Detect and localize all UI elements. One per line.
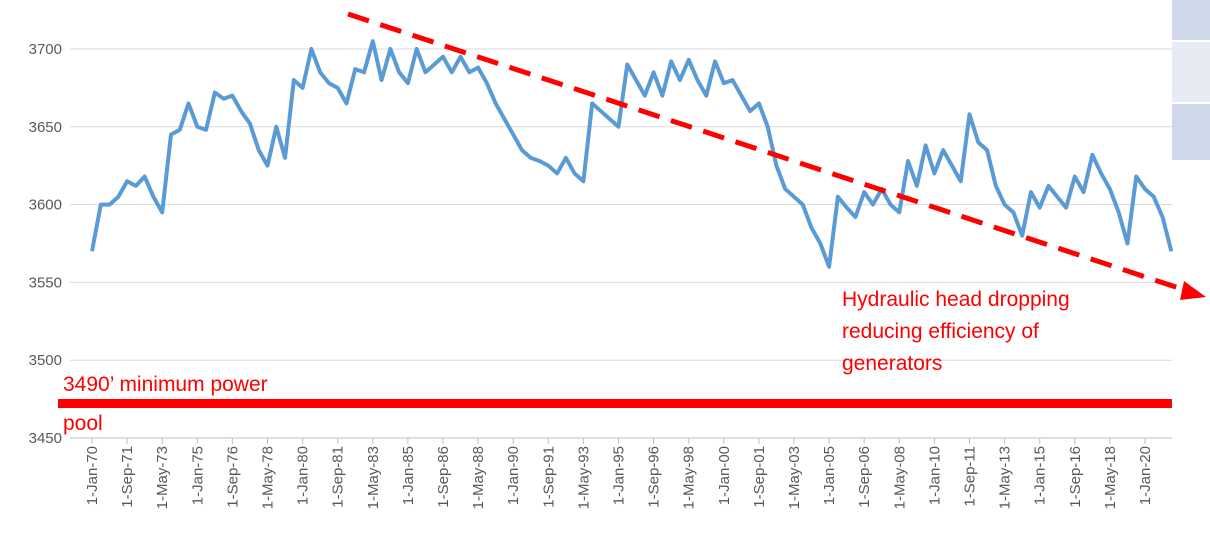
annotation: reducing efficiency of <box>842 320 1039 343</box>
y-tick-label: 3550 <box>29 274 62 291</box>
y-tick-label: 3700 <box>29 41 62 58</box>
x-tick-label: 1-Sep-76 <box>224 446 241 508</box>
minimum-pool-line <box>58 399 1172 408</box>
x-tick-label: 1-May-18 <box>1102 446 1119 509</box>
x-tick-label: 1-Jan-85 <box>400 446 417 505</box>
x-tick-label: 1-Jan-00 <box>716 446 733 505</box>
x-tick-label: 1-May-78 <box>260 446 277 509</box>
x-tick-label: 1-Sep-86 <box>435 446 452 508</box>
x-tick-label: 1-May-98 <box>681 446 698 509</box>
x-tick-label: 1-Jan-15 <box>1032 446 1049 505</box>
x-tick-label: 1-Sep-16 <box>1067 446 1084 508</box>
trend-line <box>347 11 1189 294</box>
data-line <box>90 39 1174 269</box>
annotation: Hydraulic head dropping <box>842 288 1070 311</box>
annotation: generators <box>842 352 942 375</box>
x-tick-label: 1-Jan-05 <box>821 446 838 505</box>
table-cell <box>1172 42 1210 102</box>
annotation: 3490’ minimum power <box>63 373 268 396</box>
x-tick-label: 1-Jan-95 <box>611 446 628 505</box>
x-tick-label: 1-Jan-90 <box>505 446 522 505</box>
y-tick-label: 3500 <box>29 352 62 369</box>
annotation: pool <box>63 412 103 435</box>
x-tick-label: 1-May-03 <box>786 446 803 509</box>
table-cell <box>1172 0 1210 40</box>
x-tick-label: 1-May-88 <box>470 446 487 509</box>
x-tick-label: 1-Jan-10 <box>926 446 943 505</box>
x-tick-label: 1-May-93 <box>575 446 592 509</box>
table-cell <box>1172 104 1210 160</box>
x-tick-label: 1-Jan-75 <box>189 446 206 505</box>
x-tick-label: 1-May-83 <box>365 446 382 509</box>
x-tick-label: 1-Sep-06 <box>856 446 873 508</box>
y-tick-label: 3650 <box>29 119 62 136</box>
x-tick-label: 1-Jan-80 <box>295 446 312 505</box>
x-tick-label: 1-May-08 <box>891 446 908 509</box>
x-tick-label: 1-Sep-91 <box>540 446 557 508</box>
y-tick-label: 3600 <box>29 197 62 214</box>
trend-arrowhead <box>1180 281 1206 300</box>
x-tick-label: 1-Sep-11 <box>962 446 979 507</box>
x-tick-label: 1-Sep-81 <box>330 446 347 508</box>
x-tick-label: 1-May-13 <box>997 446 1014 509</box>
x-tick-label: 1-Sep-71 <box>119 446 136 508</box>
x-tick-label: 1-Sep-01 <box>751 446 768 508</box>
x-tick-label: 1-Jan-20 <box>1137 446 1154 505</box>
x-tick-label: 1-Jan-70 <box>84 446 101 505</box>
x-tick-label: 1-Sep-96 <box>646 446 663 508</box>
x-tick-label: 1-May-73 <box>154 446 171 509</box>
y-tick-label: 3450 <box>29 430 62 447</box>
